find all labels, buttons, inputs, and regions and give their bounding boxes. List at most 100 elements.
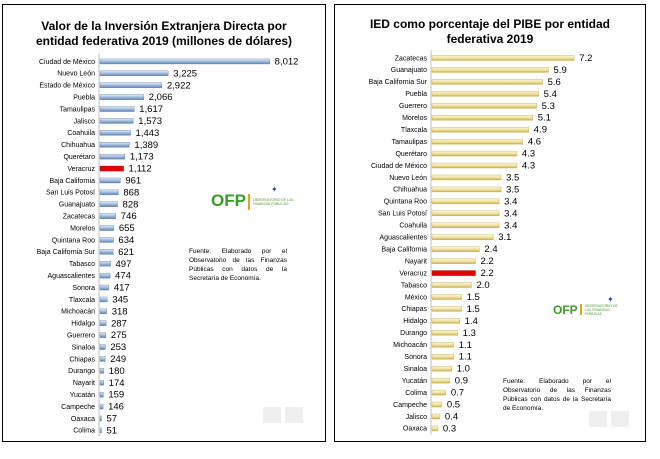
bar <box>431 425 439 432</box>
category-label: Zacatecas <box>63 213 96 220</box>
value-label: 0.7 <box>451 388 464 399</box>
value-label: 0.5 <box>447 400 460 411</box>
watermark-block <box>263 407 281 423</box>
bar <box>431 79 543 85</box>
category-label: Tlaxcala <box>69 297 95 304</box>
value-label: 7.2 <box>579 53 592 64</box>
category-label: Querétaro <box>63 154 95 161</box>
value-label: 275 <box>111 330 127 341</box>
bar <box>431 306 462 312</box>
category-label: Aguascalientes <box>48 273 96 280</box>
ofp-logo: OFP OBSERVATORIO DE LAS FINANZAS PÚBLICAS… <box>211 185 294 210</box>
value-label: 1.1 <box>459 340 472 351</box>
value-label: 621 <box>118 247 134 258</box>
value-label: 0.4 <box>445 411 458 422</box>
category-label: Chiapas <box>69 356 95 363</box>
category-label: Baja California <box>49 178 95 185</box>
bar <box>431 150 518 157</box>
bar <box>431 186 502 193</box>
value-label: 1,173 <box>130 152 154 163</box>
bar <box>99 130 131 136</box>
category-label: Jalisco <box>74 118 96 125</box>
bar-highlight <box>431 270 476 276</box>
category-label: Yucatán <box>70 392 95 399</box>
bar <box>99 249 114 255</box>
bar <box>99 82 163 88</box>
category-label: Tabasco <box>69 261 95 268</box>
chart-title-line-1: IED como porcentaje del PIBE por entidad <box>369 17 611 31</box>
category-label: Jalisco <box>406 414 428 421</box>
value-label: 3.4 <box>504 220 517 231</box>
value-label: 0.9 <box>455 376 468 387</box>
bar <box>431 91 539 97</box>
value-label: 5.6 <box>548 77 561 88</box>
bar <box>99 237 114 243</box>
value-label: 2.0 <box>477 280 490 291</box>
value-label: 3.4 <box>504 208 517 219</box>
bar <box>99 94 144 100</box>
category-label: Querétaro <box>395 151 427 158</box>
bar <box>431 162 518 169</box>
bar <box>431 210 500 217</box>
category-label: Tabasco <box>401 282 427 289</box>
bar <box>99 344 106 350</box>
value-label: 868 <box>123 187 139 198</box>
bar <box>431 126 529 133</box>
chart-title-line-2: entidad federativa 2019 (millones de dól… <box>35 34 293 48</box>
bar <box>99 177 121 184</box>
bar <box>99 142 130 148</box>
value-label: 5.9 <box>554 65 567 76</box>
chart-title: Valor de la Inversión Extranjera Directa… <box>3 19 325 49</box>
value-label: 828 <box>123 199 139 210</box>
value-label: 2,066 <box>149 92 173 103</box>
bar <box>431 342 454 348</box>
bar <box>431 246 480 252</box>
ofp-logo: OFP OBSERVATORIO DE LAS FINANZAS PÚBLICAS… <box>553 295 618 317</box>
value-label: 146 <box>108 402 124 413</box>
value-label: 249 <box>110 354 126 365</box>
bar <box>431 138 524 145</box>
category-label: Oaxaca <box>403 426 427 433</box>
bar <box>431 174 502 181</box>
bar <box>99 272 111 279</box>
value-label: 474 <box>115 271 131 282</box>
bar <box>431 330 458 336</box>
category-label: Ciudad de México <box>371 163 427 170</box>
bar <box>99 332 107 338</box>
value-label: 8,012 <box>275 56 299 67</box>
category-label: Michoacán <box>393 342 427 349</box>
value-label: 1,112 <box>129 164 152 175</box>
value-label: 3,225 <box>173 68 197 79</box>
value-label: 961 <box>125 175 141 186</box>
chart-title: IED como porcentaje del PIBE por entidad… <box>335 17 645 47</box>
bar <box>99 415 102 422</box>
category-label: Durango <box>68 368 95 375</box>
category-label: Tlaxcala <box>401 127 427 134</box>
bar <box>431 67 549 73</box>
bar <box>431 318 460 324</box>
bar <box>431 389 447 396</box>
bar <box>431 377 450 384</box>
category-label: Tamaulipas <box>392 139 428 146</box>
bar <box>431 258 476 264</box>
bar <box>99 380 104 386</box>
bar <box>99 284 110 291</box>
value-label: 287 <box>111 318 127 329</box>
category-label: Morelos <box>402 115 427 122</box>
fdi-value-bar-chart: Ciudad de México 8,012 Nuevo León 3,225 Esta… <box>37 53 299 436</box>
category-label: Coahuila <box>67 130 95 137</box>
category-label: Puebla <box>405 91 427 98</box>
value-label: 3.1 <box>498 232 511 243</box>
value-label: 174 <box>109 378 125 389</box>
category-label: Tamaulipas <box>60 106 96 113</box>
category-label: Sinaloa <box>72 344 95 351</box>
bar <box>431 413 441 420</box>
category-label: Sonora <box>72 285 95 292</box>
category-label: Veracruz <box>67 166 95 173</box>
category-label: Guanajuato <box>391 67 427 74</box>
value-label: 3.5 <box>506 184 519 195</box>
value-label: 4.9 <box>534 125 547 136</box>
value-label: 746 <box>121 211 137 222</box>
bar <box>431 354 454 360</box>
value-label: 5.3 <box>542 101 555 112</box>
